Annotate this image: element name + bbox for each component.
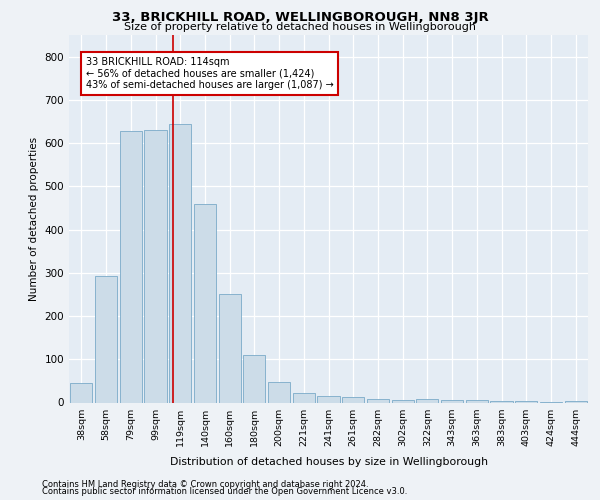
Bar bbox=[441, 400, 463, 402]
Text: 33 BRICKHILL ROAD: 114sqm
← 56% of detached houses are smaller (1,424)
43% of se: 33 BRICKHILL ROAD: 114sqm ← 56% of detac… bbox=[86, 56, 334, 90]
Text: Contains public sector information licensed under the Open Government Licence v3: Contains public sector information licen… bbox=[42, 488, 407, 496]
Bar bbox=[392, 400, 414, 402]
Bar bbox=[169, 124, 191, 402]
Bar bbox=[243, 355, 265, 403]
Y-axis label: Number of detached properties: Number of detached properties bbox=[29, 136, 39, 301]
Bar bbox=[342, 397, 364, 402]
Bar bbox=[416, 399, 439, 402]
Bar bbox=[367, 399, 389, 402]
Bar bbox=[490, 401, 512, 402]
X-axis label: Distribution of detached houses by size in Wellingborough: Distribution of detached houses by size … bbox=[170, 457, 487, 467]
Bar bbox=[515, 401, 538, 402]
Text: Contains HM Land Registry data © Crown copyright and database right 2024.: Contains HM Land Registry data © Crown c… bbox=[42, 480, 368, 489]
Bar bbox=[70, 383, 92, 402]
Bar bbox=[145, 130, 167, 402]
Text: 33, BRICKHILL ROAD, WELLINGBOROUGH, NN8 3JR: 33, BRICKHILL ROAD, WELLINGBOROUGH, NN8 … bbox=[112, 11, 488, 24]
Bar bbox=[95, 276, 117, 402]
Bar bbox=[317, 396, 340, 402]
Bar bbox=[194, 204, 216, 402]
Bar bbox=[466, 400, 488, 402]
Bar bbox=[218, 294, 241, 403]
Bar bbox=[268, 382, 290, 402]
Text: Size of property relative to detached houses in Wellingborough: Size of property relative to detached ho… bbox=[124, 22, 476, 32]
Bar bbox=[565, 401, 587, 402]
Bar bbox=[293, 393, 315, 402]
Bar bbox=[119, 131, 142, 402]
